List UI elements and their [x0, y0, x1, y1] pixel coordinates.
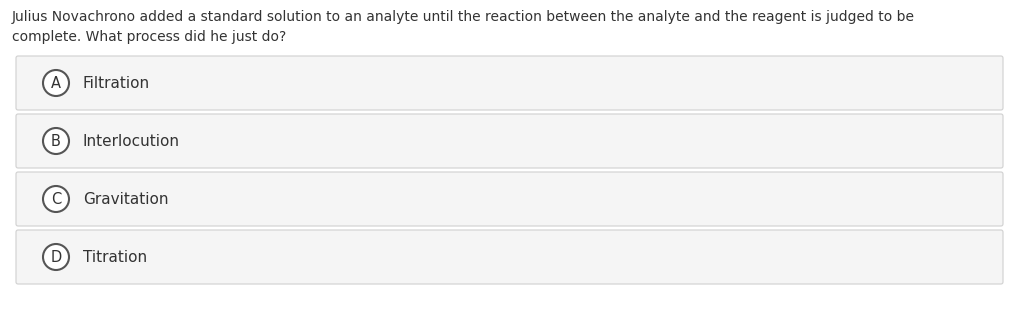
Text: A: A [51, 76, 61, 90]
Ellipse shape [43, 186, 69, 212]
Text: Interlocution: Interlocution [83, 133, 180, 149]
Text: C: C [51, 191, 61, 206]
FancyBboxPatch shape [16, 230, 1003, 284]
FancyBboxPatch shape [16, 56, 1003, 110]
Ellipse shape [43, 70, 69, 96]
FancyBboxPatch shape [16, 114, 1003, 168]
Text: complete. What process did he just do?: complete. What process did he just do? [12, 30, 287, 44]
FancyBboxPatch shape [16, 172, 1003, 226]
Text: Julius Novachrono added a standard solution to an analyte until the reaction bet: Julius Novachrono added a standard solut… [12, 10, 915, 24]
Text: B: B [51, 133, 61, 149]
Ellipse shape [43, 244, 69, 270]
Text: Gravitation: Gravitation [83, 191, 168, 206]
Text: Titration: Titration [83, 250, 147, 264]
Text: Filtration: Filtration [83, 76, 150, 90]
Ellipse shape [43, 128, 69, 154]
Text: D: D [51, 250, 62, 264]
